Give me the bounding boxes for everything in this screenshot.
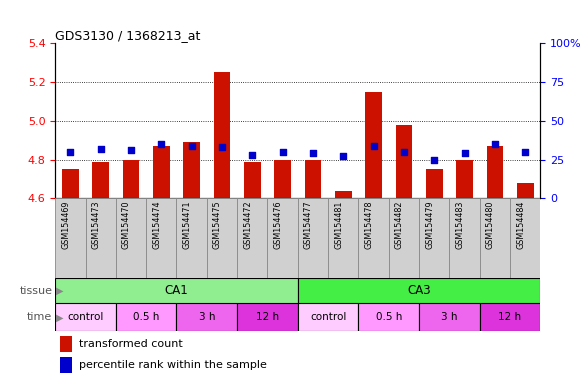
- Bar: [60, 357, 72, 373]
- Text: GDS3130 / 1368213_at: GDS3130 / 1368213_at: [55, 29, 200, 42]
- Text: tissue: tissue: [19, 286, 52, 296]
- Text: GSM154476: GSM154476: [274, 201, 282, 249]
- Bar: [456, 160, 473, 198]
- Text: 0.5 h: 0.5 h: [375, 312, 402, 322]
- Bar: [116, 303, 177, 331]
- Point: [429, 157, 439, 163]
- Bar: [358, 303, 419, 331]
- Bar: [177, 303, 237, 331]
- Point: [217, 144, 227, 150]
- Bar: [55, 303, 116, 331]
- Text: GSM154474: GSM154474: [152, 201, 162, 249]
- Text: ▶: ▶: [56, 312, 63, 322]
- Bar: [214, 72, 230, 198]
- Text: GSM154472: GSM154472: [243, 201, 252, 249]
- Point: [309, 150, 318, 156]
- Text: control: control: [67, 312, 103, 322]
- Bar: [480, 198, 510, 278]
- Bar: [419, 303, 480, 331]
- Point: [369, 142, 378, 149]
- Bar: [297, 278, 540, 303]
- Text: GSM154475: GSM154475: [213, 201, 222, 249]
- Bar: [365, 92, 382, 198]
- Bar: [116, 198, 146, 278]
- Bar: [517, 183, 533, 198]
- Bar: [62, 169, 78, 198]
- Bar: [396, 125, 413, 198]
- Bar: [177, 198, 207, 278]
- Bar: [92, 162, 109, 198]
- Text: 12 h: 12 h: [498, 312, 522, 322]
- Point: [248, 152, 257, 158]
- Text: GSM154484: GSM154484: [516, 201, 525, 249]
- Bar: [146, 198, 177, 278]
- Point: [187, 142, 196, 149]
- Bar: [183, 142, 200, 198]
- Bar: [297, 303, 358, 331]
- Bar: [449, 198, 480, 278]
- Text: percentile rank within the sample: percentile rank within the sample: [80, 360, 267, 370]
- Text: control: control: [310, 312, 346, 322]
- Text: ▶: ▶: [56, 286, 63, 296]
- Point: [521, 149, 530, 155]
- Text: GSM154482: GSM154482: [395, 201, 404, 249]
- Bar: [419, 198, 449, 278]
- Point: [460, 150, 469, 156]
- Bar: [358, 198, 389, 278]
- Text: GSM154473: GSM154473: [92, 201, 101, 249]
- Bar: [267, 198, 297, 278]
- Point: [66, 149, 75, 155]
- Text: 0.5 h: 0.5 h: [133, 312, 159, 322]
- Bar: [426, 169, 443, 198]
- Bar: [123, 160, 139, 198]
- Text: GSM154471: GSM154471: [182, 201, 192, 249]
- Bar: [60, 336, 72, 352]
- Bar: [389, 198, 419, 278]
- Text: GSM154480: GSM154480: [486, 201, 495, 249]
- Text: 3 h: 3 h: [199, 312, 215, 322]
- Point: [339, 153, 348, 159]
- Text: 12 h: 12 h: [256, 312, 279, 322]
- Text: GSM154478: GSM154478: [364, 201, 374, 249]
- Bar: [274, 160, 291, 198]
- Bar: [207, 198, 237, 278]
- Bar: [335, 190, 352, 198]
- Text: GSM154469: GSM154469: [62, 201, 70, 249]
- Bar: [55, 278, 297, 303]
- Bar: [237, 303, 297, 331]
- Text: 3 h: 3 h: [441, 312, 458, 322]
- Bar: [55, 198, 85, 278]
- Bar: [328, 198, 358, 278]
- Text: transformed count: transformed count: [80, 339, 183, 349]
- Bar: [304, 160, 321, 198]
- Text: GSM154479: GSM154479: [425, 201, 434, 249]
- Bar: [297, 198, 328, 278]
- Bar: [480, 303, 540, 331]
- Point: [490, 141, 500, 147]
- Bar: [510, 198, 540, 278]
- Text: GSM154481: GSM154481: [334, 201, 343, 249]
- Bar: [486, 146, 503, 198]
- Point: [157, 141, 166, 147]
- Point: [96, 146, 105, 152]
- Bar: [244, 162, 261, 198]
- Text: time: time: [27, 312, 52, 322]
- Bar: [85, 198, 116, 278]
- Bar: [153, 146, 170, 198]
- Point: [399, 149, 408, 155]
- Text: CA3: CA3: [407, 284, 431, 297]
- Text: GSM154477: GSM154477: [304, 201, 313, 249]
- Bar: [237, 198, 267, 278]
- Text: GSM154483: GSM154483: [456, 201, 465, 249]
- Text: CA1: CA1: [164, 284, 188, 297]
- Point: [278, 149, 287, 155]
- Point: [126, 147, 135, 153]
- Text: GSM154470: GSM154470: [122, 201, 131, 249]
